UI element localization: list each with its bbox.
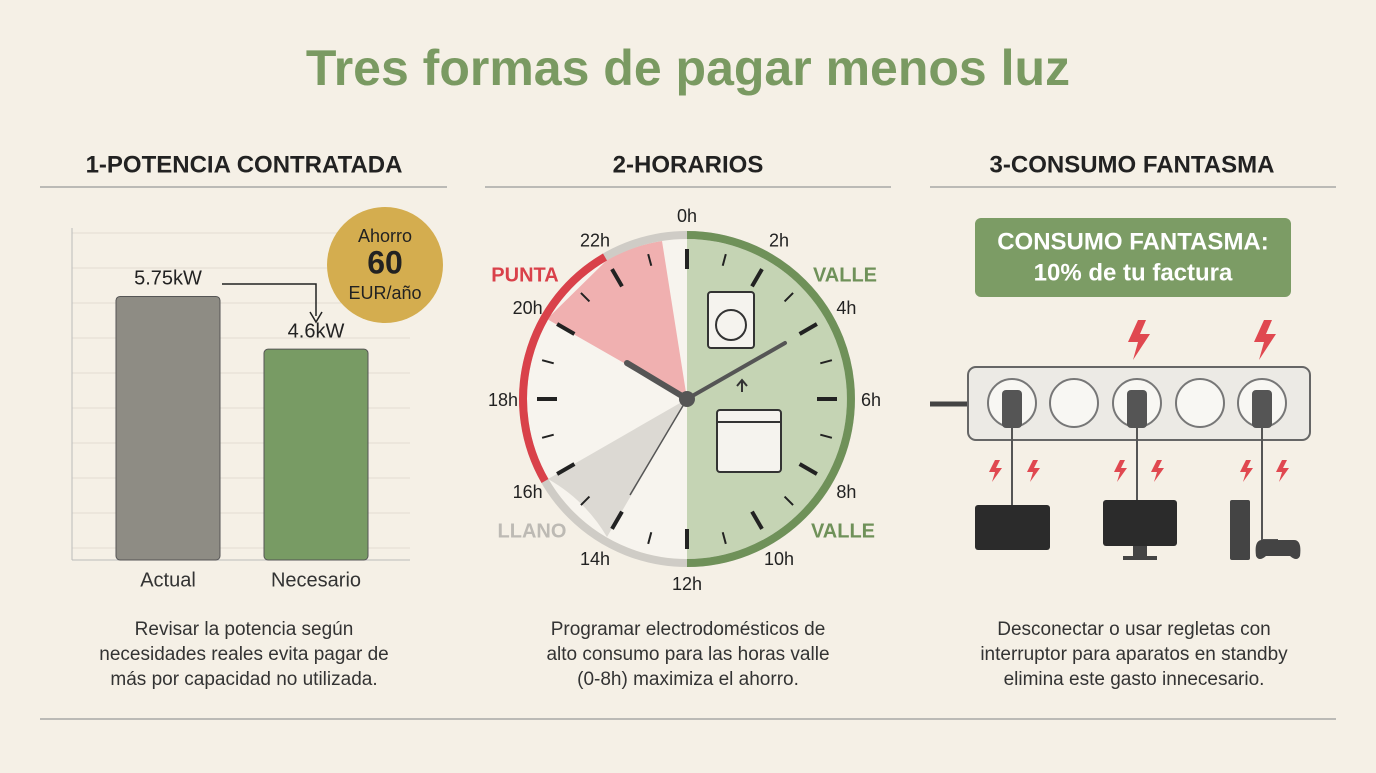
clock-tick (580, 495, 591, 506)
description: (0-8h) maximiza el ahorro. (577, 669, 799, 690)
description: Desconectar o usar regletas con (997, 619, 1271, 640)
punta-ring (519, 253, 608, 483)
hour-label: 4h (836, 298, 856, 318)
description: elimina este gasto innecesario. (1004, 669, 1265, 690)
monitor-icon (1103, 500, 1177, 546)
period-label: PUNTA (491, 264, 558, 286)
savings-badge (327, 207, 443, 323)
tv-icon (975, 505, 1050, 550)
minute-hand (685, 341, 787, 401)
clock-tick (610, 268, 624, 288)
clock-tick (647, 253, 653, 266)
description: Programar electrodomésticos de (551, 619, 826, 640)
clock-tick (647, 532, 653, 545)
savings-amount: 60 (367, 244, 403, 280)
clock-tick (798, 462, 818, 476)
section-heading: 2-HORARIOS (613, 151, 764, 178)
clock-tick (750, 510, 764, 530)
bar-chart: 5.75kW Actual 4.6kW Necesario (71, 228, 410, 591)
clock-tick (820, 359, 833, 365)
hour-label: 8h (836, 482, 856, 502)
value-label: 5.75kW (134, 268, 202, 290)
hour-label: 6h (861, 390, 881, 410)
clock-tick (541, 433, 554, 439)
description: necesidades reales evita pagar de (99, 644, 388, 665)
period-label: LLANO (498, 520, 567, 542)
clock-tick (783, 495, 794, 506)
x-tick-label: Actual (140, 569, 196, 591)
hour-label: 14h (580, 549, 610, 569)
section-heading: 3-CONSUMO FANTASMA (990, 151, 1275, 178)
hour-label: 18h (488, 390, 518, 410)
clock-tick (721, 253, 727, 266)
clock-tick (820, 433, 833, 439)
clock (519, 231, 855, 567)
savings-unit: EUR/año (348, 283, 421, 303)
description: más por capacidad no utilizada. (110, 669, 377, 690)
second-hand (629, 398, 688, 496)
description: interruptor para aparatos en standby (980, 644, 1288, 665)
bar (263, 348, 369, 561)
hour-label: 22h (580, 230, 610, 250)
title: Tres formas de pagar menos luz (306, 40, 1070, 96)
x-tick-label: Necesario (271, 569, 361, 591)
hour-label: 2h (769, 230, 789, 250)
arrow (222, 283, 317, 316)
hour-label: 16h (513, 482, 543, 502)
hour-hand (624, 360, 690, 402)
punta-area (547, 241, 687, 399)
section-heading: 1-POTENCIA CONTRATADA (86, 151, 403, 178)
arrow-head (309, 311, 323, 324)
clock-tick (580, 292, 591, 303)
clock-tick (750, 268, 764, 288)
controller-icon (1255, 540, 1301, 559)
clock-tick (783, 292, 794, 303)
period-label: VALLE (811, 520, 875, 542)
value-label: 4.6kW (288, 320, 345, 342)
savings-label: Ahorro (358, 226, 412, 246)
power-strip-illustration (930, 320, 1311, 560)
clock-center (679, 391, 695, 407)
clock-tick (556, 322, 576, 336)
description: Revisar la potencia según (135, 619, 354, 640)
bar (115, 295, 221, 561)
hour-label: 10h (764, 549, 794, 569)
clock-tick (721, 532, 727, 545)
arrow-icon (736, 378, 748, 392)
valle-ring (686, 231, 855, 567)
hour-label: 20h (513, 298, 543, 318)
dividers (40, 186, 1336, 720)
hour-label: 0h (677, 206, 697, 226)
description: alto consumo para las horas valle (546, 644, 829, 665)
hour-label: 12h (672, 574, 702, 594)
clock-tick (541, 359, 554, 365)
phantom-box (975, 218, 1291, 297)
clock-tick (556, 462, 576, 476)
console-icon (1230, 500, 1250, 560)
washer-door (715, 309, 747, 341)
period-label: VALLE (813, 264, 877, 286)
clock-tick (798, 322, 818, 336)
clock-tick (610, 510, 624, 530)
phantom-text: CONSUMO FANTASMA: (997, 228, 1269, 255)
dishwasher-icon (716, 409, 782, 473)
phantom-text: 10% de tu factura (1034, 259, 1233, 286)
